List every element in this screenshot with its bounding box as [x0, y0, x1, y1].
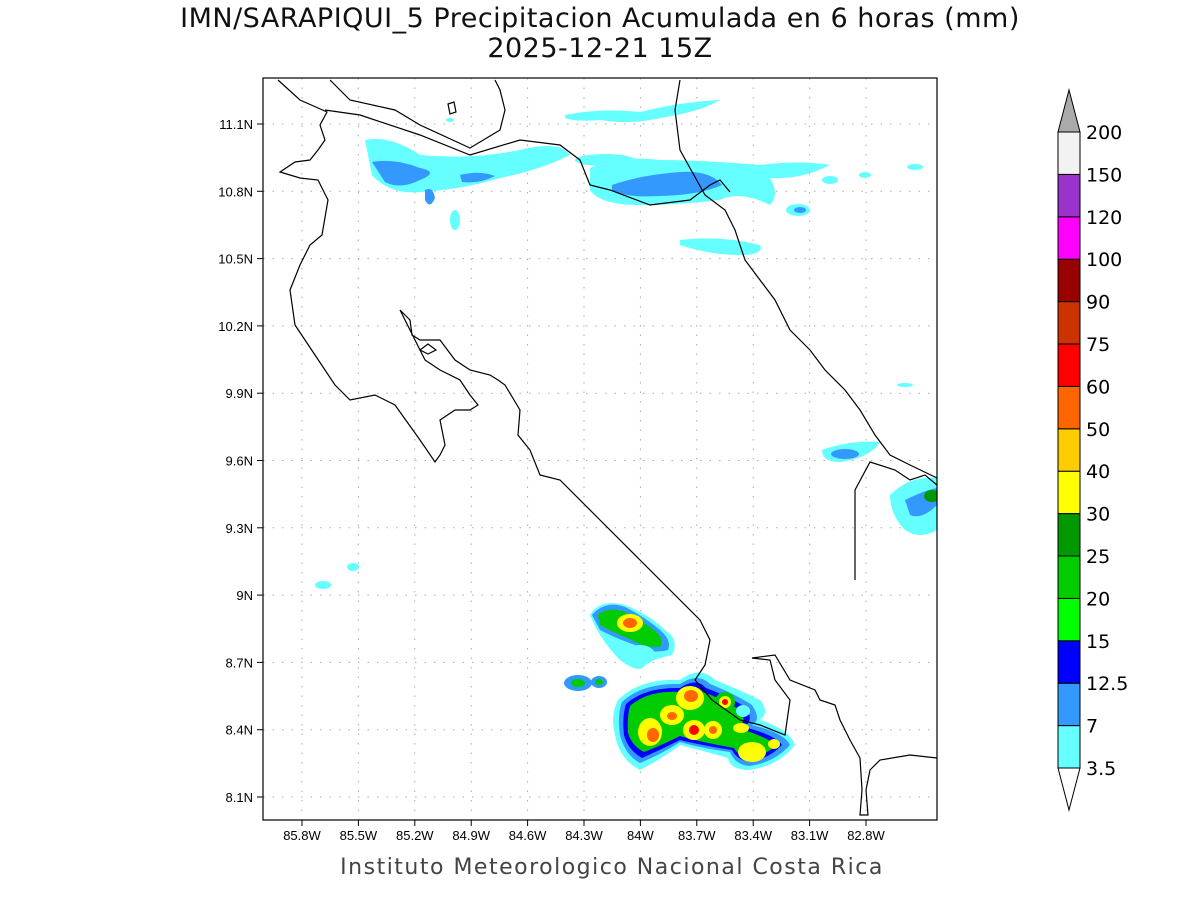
colorbar-label: 100: [1086, 249, 1122, 271]
lon-label: 85.5W: [340, 828, 378, 843]
precip-fields: [315, 100, 937, 770]
colorbar-label: 90: [1086, 292, 1110, 314]
colorbar-swatch: [1057, 131, 1081, 175]
map-frame: [262, 77, 938, 821]
lon-label: 83.7W: [678, 828, 716, 843]
colorbar-label: 15: [1086, 631, 1110, 653]
precip-east: [315, 383, 937, 589]
colorbar: 3.5 7 12.5 15 20 25 30 40 50 60 75 90 100 120 150 200: [1057, 88, 1128, 812]
colorbar-label: 200: [1086, 122, 1122, 144]
precip-south: [564, 602, 795, 770]
colorbar-swatch: [1057, 301, 1081, 345]
lat-label: 9N: [236, 588, 253, 603]
coastlines: [277, 79, 937, 816]
colorbar-label: 30: [1086, 504, 1110, 526]
colorbar-swatch: [1057, 343, 1081, 387]
precip-north: [365, 100, 923, 255]
colorbar-label: 7: [1086, 716, 1098, 738]
colorbar-label: 25: [1086, 546, 1110, 568]
colorbar-label: 150: [1086, 164, 1122, 186]
colorbar-label: 60: [1086, 376, 1110, 398]
gridlines: [263, 78, 937, 820]
colorbar-label: 12.5: [1086, 673, 1128, 695]
colorbar-over-triangle: [1057, 88, 1081, 133]
lon-label: 85.8W: [283, 828, 321, 843]
colorbar-label: 75: [1086, 334, 1110, 356]
footer-credit: Instituto Meteorologico Nacional Costa R…: [340, 855, 884, 880]
lon-label: 83.1W: [791, 828, 829, 843]
colorbar-swatch: [1057, 470, 1081, 515]
lat-label: 10.5N: [218, 252, 253, 267]
lon-label: 84W: [627, 828, 654, 843]
colorbar-swatch: [1057, 597, 1081, 642]
chart-title: IMN/SARAPIQUI_5 Precipitacion Acumulada …: [180, 3, 1020, 34]
lat-label: 9.9N: [226, 386, 253, 401]
colorbar-swatch: [1057, 682, 1081, 727]
lat-label: 10.8N: [218, 184, 253, 199]
lon-label: 82.8W: [847, 828, 885, 843]
axis-labels: 11.1N 10.8N 10.5N 10.2N 9.9N 9.6N 9.3N 9N 8.7N 8.…: [218, 117, 885, 843]
lat-label: 9.3N: [226, 521, 253, 536]
lon-label: 84.6W: [509, 828, 547, 843]
lat-label: 9.6N: [226, 454, 253, 469]
lat-label: 10.2N: [218, 319, 253, 334]
lon-label: 85.2W: [396, 828, 434, 843]
colorbar-under-triangle: [1057, 767, 1081, 812]
colorbar-swatch: [1057, 640, 1081, 684]
colorbar-swatch: [1057, 513, 1081, 557]
colorbar-swatch: [1057, 428, 1081, 472]
colorbar-label: 40: [1086, 461, 1110, 483]
colorbar-label: 50: [1086, 419, 1110, 441]
lon-label: 83.4W: [734, 828, 772, 843]
colorbar-swatch: [1057, 173, 1081, 218]
colorbar-swatch: [1057, 725, 1081, 769]
colorbar-label: 3.5: [1086, 758, 1116, 780]
chart-subtitle: 2025-12-21 15Z: [487, 33, 713, 64]
lon-label: 84.9W: [452, 828, 490, 843]
colorbar-swatch: [1057, 258, 1081, 303]
colorbar-swatch: [1057, 216, 1081, 260]
lat-label: 11.1N: [219, 117, 253, 132]
lon-label: 84.3W: [565, 828, 603, 843]
colorbar-swatch: [1057, 385, 1081, 430]
lat-label: 8.7N: [226, 655, 253, 670]
colorbar-swatch: [1057, 555, 1081, 599]
lat-label: 8.4N: [226, 723, 253, 738]
colorbar-label: 20: [1086, 588, 1110, 610]
colorbar-label: 120: [1086, 207, 1122, 229]
lat-label: 8.1N: [226, 790, 253, 805]
